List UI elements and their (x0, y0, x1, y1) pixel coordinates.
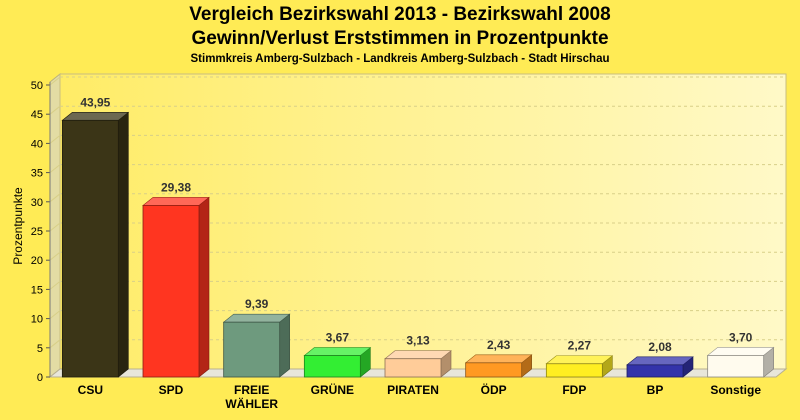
bar-sonstige (706, 346, 775, 378)
data-label: 2,08 (648, 340, 672, 354)
chart-title: Vergleich Bezirkswahl 2013 - Bezirkswahl… (189, 4, 611, 25)
data-label: 29,38 (161, 180, 191, 194)
bar-front-face (707, 354, 765, 378)
bar-front-face (465, 362, 523, 378)
bar-front-face (384, 358, 442, 378)
gridline-side (49, 105, 61, 115)
bar-grüne (303, 346, 372, 378)
bar-top-face (61, 112, 130, 121)
bar-freie-wähler (222, 313, 291, 378)
data-label: 3,13 (406, 334, 430, 348)
bar-top-face (706, 347, 775, 356)
bar-spd (142, 196, 210, 378)
gridline-side (49, 339, 61, 349)
gridline-side (49, 222, 61, 232)
data-label: 3,67 (326, 331, 350, 345)
x-tick-label: FDP (562, 383, 586, 397)
chart-subtitle-region: Stimmkreis Amberg-Sulzbach - Landkreis A… (190, 53, 610, 65)
y-tick-label: 5 (37, 343, 43, 355)
bar-side-face (279, 313, 290, 378)
y-axis-label: Prozentpunkte (11, 187, 25, 265)
bar-top-face (545, 355, 614, 365)
x-tick-label: CSU (78, 383, 103, 397)
gridline-side (49, 164, 61, 173)
data-label: 43,95 (80, 95, 110, 109)
bar-top-face (303, 347, 372, 356)
bar-top-face (626, 356, 694, 366)
x-tick-label: Sonstige (710, 383, 761, 397)
bar-side-face (198, 196, 210, 378)
y-tick-label: 40 (31, 138, 43, 150)
y-tick-label: 0 (37, 372, 43, 384)
gridline-side (49, 193, 61, 203)
data-label: 3,70 (729, 330, 753, 344)
chart-subtitle: Gewinn/Verlust Erststimmen in Prozentpun… (191, 28, 609, 49)
gridline-side (49, 281, 61, 290)
y-tick-label: 30 (31, 197, 43, 209)
x-tick-label: SPD (159, 383, 184, 397)
bar-side-face (118, 111, 129, 378)
x-tick-label: FREIE WÄHLER (225, 383, 278, 411)
bar-front-face (545, 363, 603, 378)
plot-side-wall (49, 72, 61, 379)
gridline-side (49, 76, 61, 86)
x-tick-label: BP (647, 383, 664, 397)
bar-top-face (464, 354, 533, 364)
x-tick-label: PIRATEN (387, 383, 439, 397)
y-tick-label: 20 (31, 255, 43, 267)
bar-front-face (223, 321, 281, 378)
bar-top-face (142, 197, 210, 206)
bar-top-face (222, 313, 291, 323)
bar-piraten (384, 350, 452, 378)
data-label: 9,39 (245, 297, 269, 311)
data-label: 2,43 (487, 338, 511, 352)
bar-csu (61, 111, 130, 378)
gridline-side (49, 251, 61, 261)
y-tick-label: 45 (31, 109, 43, 121)
y-tick-label: 10 (31, 314, 43, 326)
bar-ödp (464, 354, 533, 378)
bar-front-face (142, 205, 200, 378)
data-label: 2,27 (568, 339, 592, 353)
y-tick-label: 15 (31, 284, 43, 296)
bar-front-face (303, 355, 361, 378)
x-tick-label: GRÜNE (311, 382, 354, 397)
bar-front-face (626, 364, 684, 378)
x-tick-label: ÖDP (481, 382, 507, 397)
gridline-side (49, 135, 61, 144)
y-tick-label: 50 (31, 80, 43, 92)
y-tick-label: 35 (31, 168, 43, 180)
bar-front-face (61, 119, 119, 378)
y-tick-label: 25 (31, 226, 43, 238)
bar-top-face (384, 350, 452, 360)
bar-bp (626, 356, 694, 378)
bar-fdp (545, 355, 614, 378)
gridline-side (49, 310, 61, 319)
